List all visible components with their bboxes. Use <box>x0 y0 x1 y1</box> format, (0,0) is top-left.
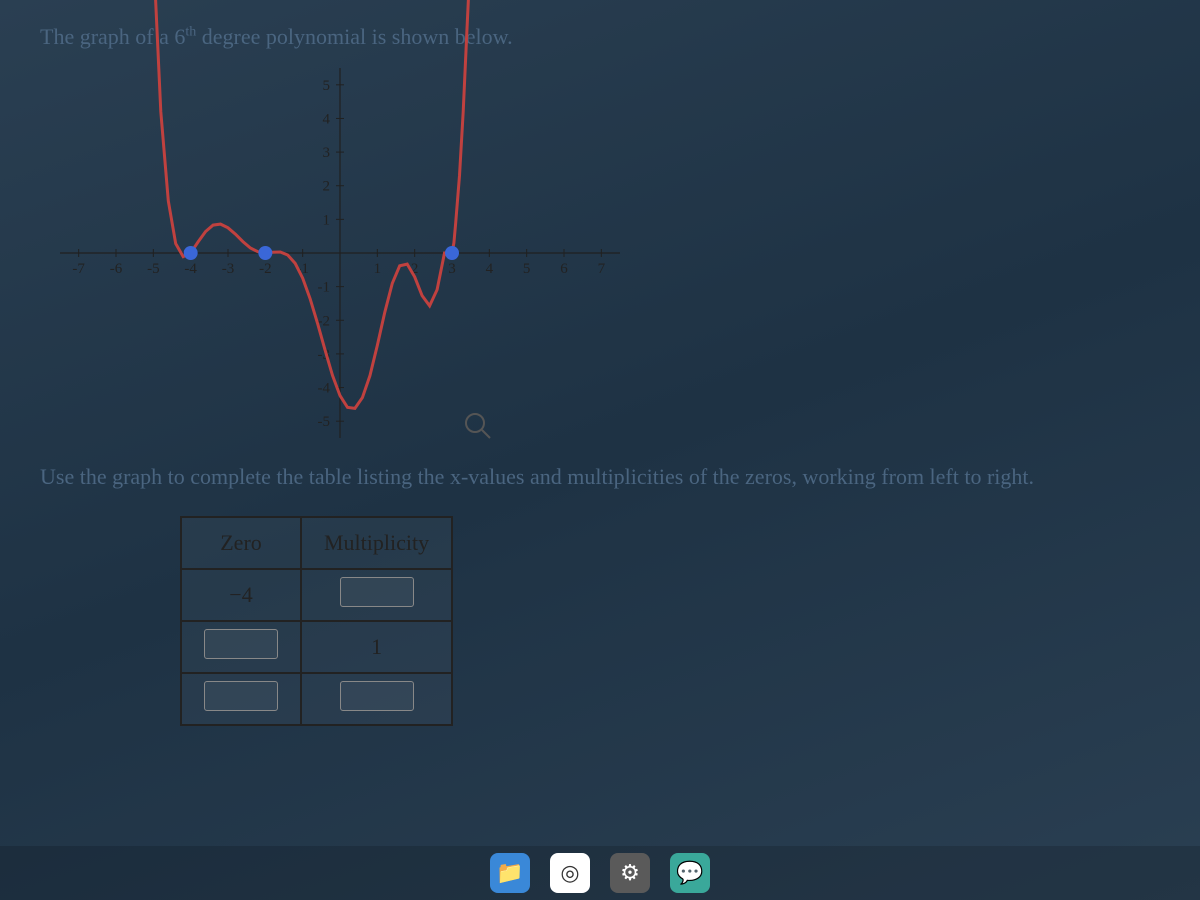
y-tick-label: -5 <box>318 414 331 430</box>
y-tick-label: 2 <box>323 179 331 195</box>
chat-icon[interactable]: 💬 <box>670 853 710 893</box>
x-tick-label: 1 <box>374 261 382 277</box>
x-tick-label: -5 <box>147 261 160 277</box>
table-header-mult: Multiplicity <box>301 517 452 569</box>
polynomial-chart: -7-6-5-4-3-2-11234567-5-4-3-2-112345 <box>60 68 620 438</box>
chrome-icon[interactable]: ◎ <box>550 853 590 893</box>
prompt-prefix: The graph of a <box>40 24 174 49</box>
x-tick-label: -3 <box>222 261 235 277</box>
zero-marker <box>445 246 459 260</box>
x-tick-label: 3 <box>448 261 456 277</box>
magnifier-icon[interactable] <box>466 414 484 432</box>
magnifier-handle[interactable] <box>482 430 490 438</box>
x-tick-label: -6 <box>110 261 123 277</box>
y-tick-label: 5 <box>323 78 331 94</box>
x-tick-label: -7 <box>72 261 85 277</box>
multiplicity-cell: 1 <box>301 621 452 673</box>
zero-input[interactable] <box>204 629 278 659</box>
x-tick-label: -2 <box>259 261 272 277</box>
polynomial-curve <box>153 0 470 408</box>
zero-cell <box>181 621 301 673</box>
x-tick-label: -4 <box>184 261 197 277</box>
degree-sup: th <box>185 25 196 40</box>
multiplicity-cell <box>301 673 452 725</box>
y-tick-label: 3 <box>323 145 331 161</box>
multiplicity-input[interactable] <box>340 577 414 607</box>
settings-icon[interactable]: ⚙ <box>610 853 650 893</box>
table-row: −4 <box>181 569 452 621</box>
degree-base: 6 <box>174 24 185 49</box>
zero-input[interactable] <box>204 681 278 711</box>
table-row <box>181 673 452 725</box>
zeros-table: Zero Multiplicity −41 <box>180 516 453 726</box>
x-tick-label: 4 <box>486 261 494 277</box>
zero-marker <box>184 246 198 260</box>
y-tick-label: 4 <box>323 111 331 127</box>
zero-cell: −4 <box>181 569 301 621</box>
instruction-text: Use the graph to complete the table list… <box>40 462 1160 492</box>
y-tick-label: -4 <box>318 381 331 397</box>
file-explorer-icon[interactable]: 📁 <box>490 853 530 893</box>
taskbar: 📁 ◎ ⚙ 💬 <box>0 846 1200 900</box>
multiplicity-cell <box>301 569 452 621</box>
x-tick-label: 6 <box>560 261 568 277</box>
x-tick-label: 7 <box>598 261 606 277</box>
table-header-zero: Zero <box>181 517 301 569</box>
x-tick-label: 5 <box>523 261 531 277</box>
zero-marker <box>258 246 272 260</box>
table-row: 1 <box>181 621 452 673</box>
prompt-text: The graph of a 6th degree polynomial is … <box>40 24 1160 50</box>
multiplicity-input[interactable] <box>340 681 414 711</box>
zero-cell <box>181 673 301 725</box>
y-tick-label: 1 <box>323 212 331 228</box>
y-tick-label: -1 <box>318 280 331 296</box>
